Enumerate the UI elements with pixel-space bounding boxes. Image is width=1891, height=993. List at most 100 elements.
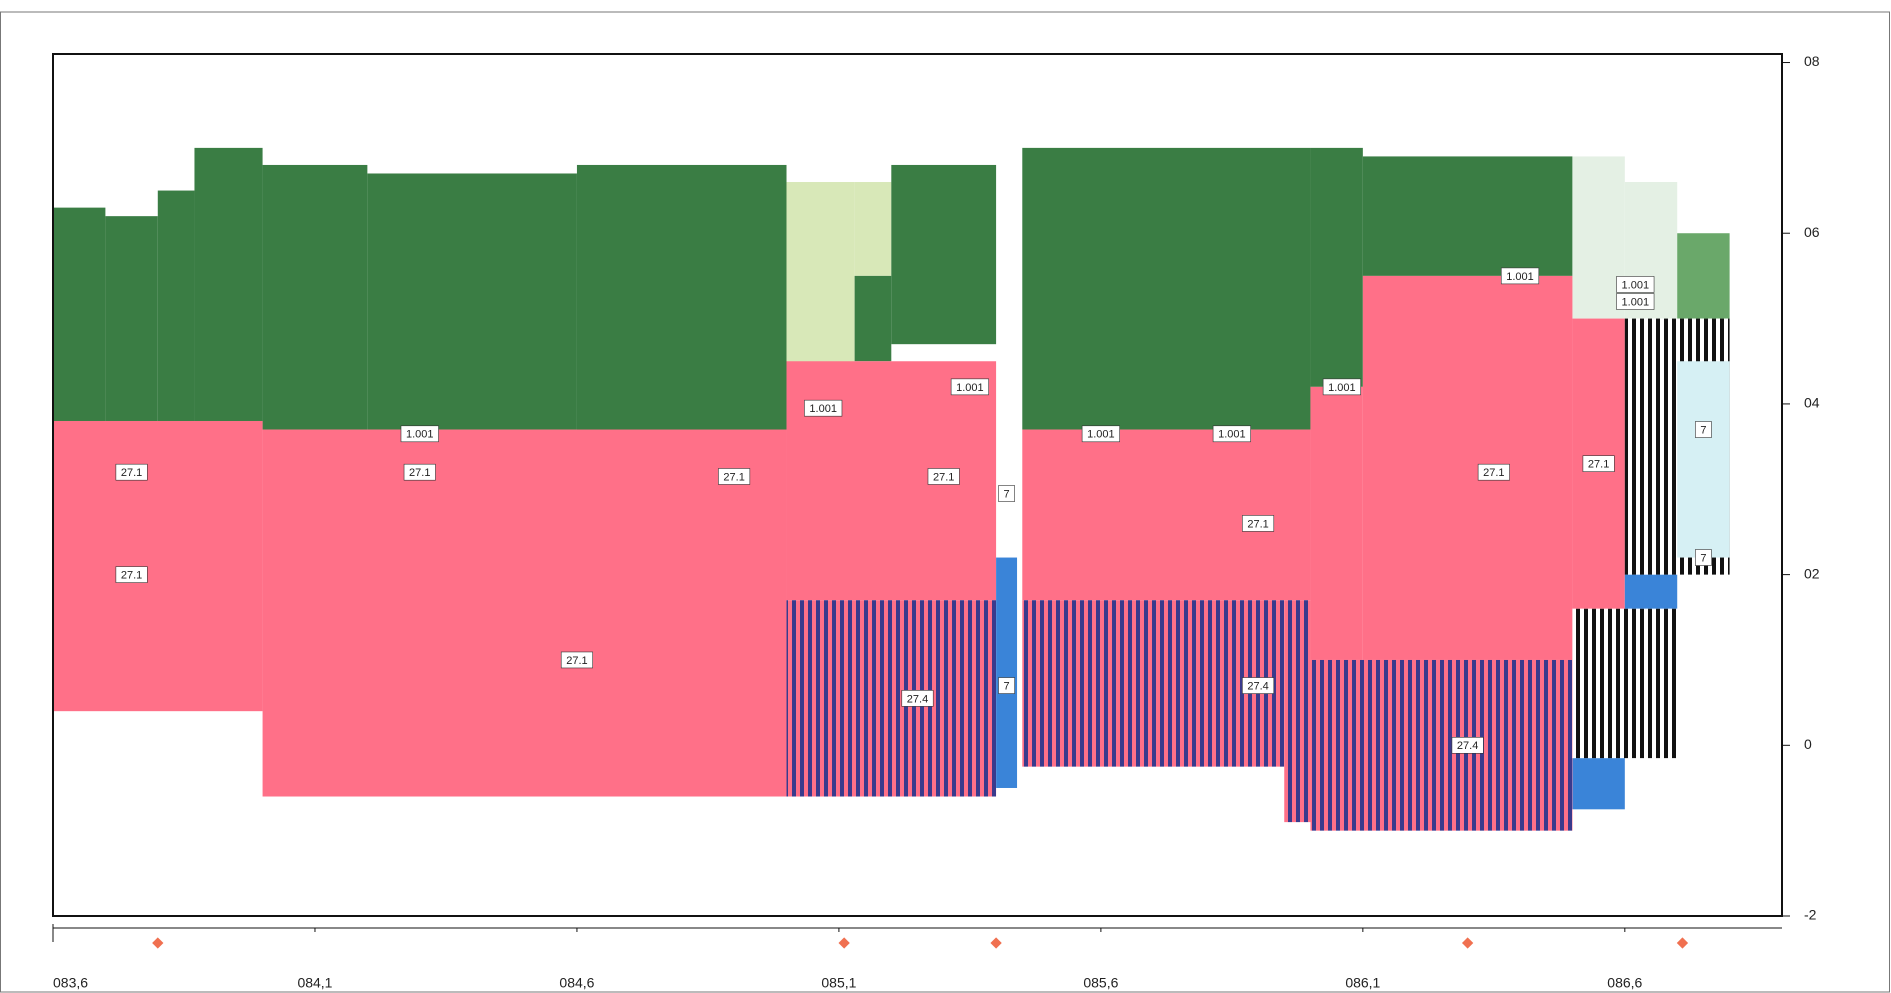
annotation: 1.001 — [400, 425, 439, 443]
outer-frame — [0, 11, 1890, 993]
annotation-box — [1616, 293, 1655, 310]
annotation-label: 1.001 — [1506, 271, 1534, 283]
annotation-box — [998, 485, 1015, 502]
layer-block — [786, 182, 855, 387]
annotation-label: 1.001 — [406, 429, 434, 441]
layer-block — [1572, 608, 1678, 759]
plot-area: 27.1 27.1 27.1 27.1 27.1 27.1 27.1 27.1 27.1 27.4… — [52, 53, 1820, 991]
layer-block — [1677, 233, 1730, 319]
layer-block — [53, 420, 263, 712]
layer-block — [891, 164, 997, 345]
annotation: 27.1 — [115, 463, 148, 481]
layer-block — [105, 216, 158, 421]
layer-block — [262, 429, 787, 797]
annotation-box — [1081, 425, 1120, 443]
annotation-box — [560, 651, 593, 669]
annotation-label: 27.1 — [1247, 518, 1268, 530]
y-tick-label: -2 — [1804, 907, 1817, 923]
annotation: 27.4 — [1242, 677, 1275, 694]
x-tick-label: 085,6 — [1083, 975, 1118, 991]
annotation-box — [1477, 463, 1510, 481]
x-tick-label: 083,6 — [53, 975, 88, 991]
annotation-label: 27.1 — [121, 570, 142, 582]
x-tick-label: 085,1 — [821, 975, 856, 991]
annotation-label: 1.001 — [809, 403, 837, 415]
annotation-label: 1.001 — [1218, 429, 1246, 441]
y-tick-label: 08 — [1804, 53, 1820, 69]
y-tick-label: 06 — [1804, 224, 1820, 240]
layer-block — [1677, 361, 1730, 558]
layer-block — [1310, 147, 1363, 387]
annotation-label: 27.1 — [1588, 459, 1609, 471]
annotation-box — [998, 677, 1015, 694]
layer-block — [1310, 386, 1363, 660]
position-marker — [990, 937, 1002, 949]
annotation: 27.1 — [1477, 463, 1510, 481]
layer-block — [996, 557, 1018, 788]
annotation-box — [1500, 267, 1540, 285]
annotation-box — [1322, 378, 1361, 396]
annotation: 7 — [998, 485, 1015, 502]
annotation: 27.1 — [718, 468, 751, 485]
annotation: 27.4 — [901, 690, 934, 707]
annotation-label: 27.4 — [1457, 740, 1478, 752]
annotation-label: 7 — [1004, 680, 1010, 692]
annotation-box — [1695, 421, 1712, 438]
x-tick-label: 086,1 — [1345, 975, 1380, 991]
annotation: 7 — [1695, 549, 1712, 566]
plot-frame — [52, 53, 1783, 917]
layer-block — [1022, 147, 1311, 430]
layer-block — [53, 207, 106, 421]
annotation-box — [115, 566, 148, 583]
annotation-box — [718, 468, 751, 485]
position-marker — [152, 937, 164, 949]
layer-block — [854, 182, 892, 276]
annotation-box — [927, 468, 960, 485]
annotation-label: 7 — [1700, 552, 1706, 564]
annotation-box — [1242, 515, 1275, 532]
annotation-box — [950, 378, 989, 396]
annotation: 7 — [1695, 421, 1712, 438]
annotation-box — [1616, 276, 1655, 293]
annotation: 1.001 — [1212, 425, 1251, 443]
layer-block — [1022, 600, 1285, 767]
layer-block — [194, 147, 263, 421]
annotation-box — [1695, 549, 1712, 566]
annotation-label: 27.4 — [907, 693, 928, 705]
position-marker — [1461, 937, 1474, 949]
y-tick-label: 0 — [1804, 736, 1812, 752]
annotation-box — [115, 463, 148, 481]
annotation: 27.1 — [1582, 455, 1615, 472]
annotation: 27.1 — [927, 468, 960, 485]
x-tick-label: 084,6 — [559, 975, 594, 991]
annotation-label: 27.4 — [1247, 680, 1268, 692]
annotation: 27.1 — [115, 566, 148, 583]
layer-block — [786, 361, 997, 601]
annotation-box — [403, 463, 436, 481]
annotation: 1.001 — [950, 378, 989, 396]
annotation-label: 27.1 — [566, 655, 587, 667]
annotation-label: 27.1 — [933, 471, 954, 483]
annotation: 1.001 — [1616, 293, 1655, 310]
layer-block — [1284, 600, 1311, 823]
y-tick-label: 02 — [1804, 565, 1820, 581]
annotation-label: 1.001 — [956, 382, 984, 394]
annotation-box — [804, 399, 843, 417]
layer-block — [1572, 156, 1625, 319]
annotation-box — [1212, 425, 1251, 443]
annotation-box — [1582, 455, 1615, 472]
annotation-label: 27.1 — [723, 471, 744, 483]
annotation: 27.4 — [1451, 737, 1484, 754]
layer-block — [786, 600, 997, 797]
layer-block — [1572, 758, 1625, 810]
annotation: 1.001 — [1616, 276, 1655, 293]
annotation-label: 1.001 — [1087, 429, 1115, 441]
annotation-label: 27.1 — [1483, 467, 1504, 479]
annotation-label: 1.001 — [1328, 382, 1356, 394]
layer-block — [1362, 156, 1573, 276]
annotation-label: 7 — [1700, 424, 1706, 436]
annotation: 7 — [998, 677, 1015, 694]
layer-block — [157, 190, 195, 421]
layer-block — [1624, 574, 1678, 609]
